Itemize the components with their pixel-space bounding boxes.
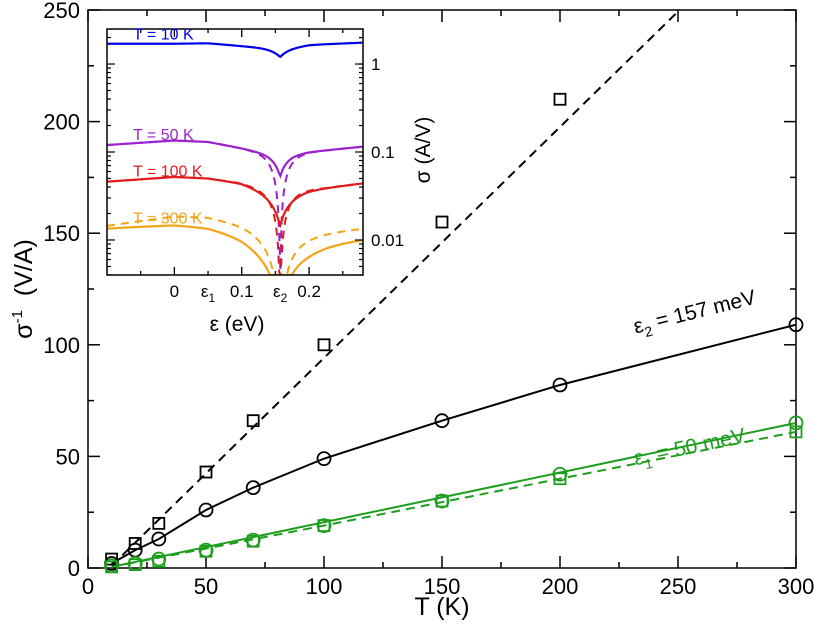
data-point-square — [152, 554, 166, 568]
data-point-circle — [552, 377, 568, 393]
annotation-sub: 2 — [643, 323, 655, 340]
data-point-circle — [151, 531, 167, 547]
data-point-square — [152, 516, 166, 530]
data-point-circle — [788, 415, 804, 431]
data-point-circle — [552, 466, 568, 482]
data-point-circle — [316, 518, 332, 533]
inset-series-group — [107, 41, 363, 275]
data-point-square — [105, 560, 118, 574]
data-point-circle — [434, 493, 450, 509]
inset-x-tick-base: 0.1 — [230, 282, 254, 301]
main-x-axis-label: T (K) — [414, 593, 469, 621]
inset-x-tick-label: ε1 — [201, 282, 216, 305]
inset-y-axis-label-wrap: σ (A/V) — [412, 117, 435, 184]
x-tick-label: 0 — [82, 574, 94, 599]
data-point-square — [553, 92, 567, 106]
series-line-2 — [111, 421, 796, 568]
data-point-square — [246, 414, 260, 428]
inset-legend-label-3: T = 300 K — [133, 211, 203, 228]
inset-curve-solid-1 — [107, 139, 363, 179]
inset-curve-solid-3 — [107, 224, 363, 275]
x-tick-label: 150 — [424, 574, 461, 599]
x-tick-label: 100 — [306, 574, 343, 599]
data-point-circle — [245, 480, 261, 496]
x-tick-label: 300 — [778, 574, 814, 599]
main-axis-ticks — [87, 9, 797, 569]
y-tick-label: 150 — [43, 221, 80, 246]
y-tick-label: 200 — [43, 110, 80, 135]
y-tick-label: 50 — [56, 444, 80, 469]
svg-text:σ-1(V/A): σ-1 (V/A) — [9, 239, 38, 339]
series-line-3 — [111, 430, 796, 568]
data-point-circle — [434, 413, 450, 429]
inset-legend-label-0: T = 10 K — [133, 27, 194, 44]
data-point-circle — [316, 451, 332, 467]
inset-x-tick-base: 0.2 — [297, 282, 321, 301]
series-line-1 — [111, 323, 796, 565]
inset-x-tick-sub: 1 — [209, 291, 216, 305]
inset-x-axis-label: ε (eV) — [210, 313, 265, 336]
inset-y-tick-label: 0.01 — [371, 231, 404, 250]
y-label-sup: -1 — [9, 310, 26, 323]
main-tick-labels: 0 50 100 150 200 250 300 0 50 100 150 200 250 — [43, 0, 814, 599]
data-point-circle — [198, 502, 214, 518]
y-label-unit: (V/A) — [10, 239, 38, 296]
inset-y-tick-label: 1 — [371, 55, 380, 74]
y-tick-label: 0 — [68, 556, 80, 581]
y-tick-label: 250 — [43, 0, 80, 23]
data-point-square — [553, 472, 567, 486]
inset-legend: T = 10 K T = 50 K T = 100 K T = 300 K — [133, 27, 203, 228]
inset-axis-ticks — [107, 29, 363, 276]
data-point-square — [199, 544, 213, 558]
y-tick-label: 100 — [43, 333, 80, 358]
main-y-axis-label: σ-1 (V/A) — [9, 239, 38, 339]
data-point-square — [317, 338, 331, 352]
data-point-square — [246, 534, 260, 548]
inset-tick-labels: 0 ε1 0.1 ε2 0.210.10.01 — [170, 55, 404, 305]
inset-x-tick-base: ε — [273, 282, 281, 301]
inset-x-tick-sub: 2 — [281, 291, 288, 305]
inset-x-tick-base: 0 — [170, 282, 179, 301]
series-line-0 — [110, 10, 682, 567]
inset-x-tick-label: 0.2 — [297, 282, 321, 301]
data-point-square — [199, 465, 213, 479]
annotation-base: ε — [632, 446, 646, 470]
data-point-square — [435, 215, 449, 229]
y-label-base: σ — [10, 323, 38, 339]
inset-x-tick-label: 0.1 — [230, 282, 254, 301]
inset-curve-solid-2 — [107, 175, 363, 229]
data-point-circle — [151, 551, 167, 567]
inset-legend-label-2: T = 100 K — [133, 164, 203, 181]
inset-y-axis-label: σ (A/V) — [412, 117, 435, 184]
data-point-square — [317, 519, 331, 532]
inset-x-tick-base: ε — [201, 282, 209, 301]
main-series-group — [104, 10, 804, 574]
inset-y-tick-label: 0.1 — [371, 143, 395, 162]
data-point-circle — [788, 317, 804, 333]
data-point-square — [789, 425, 803, 439]
inset-x-tick-label: ε2 — [273, 282, 288, 305]
annotation-sub: 1 — [643, 455, 654, 472]
data-point-square — [128, 558, 142, 572]
x-tick-label: 50 — [194, 574, 218, 599]
inset-curve-dashed-3 — [107, 215, 363, 275]
data-point-square — [435, 494, 449, 508]
inset-legend-label-1: T = 50 K — [133, 127, 194, 144]
x-tick-label: 200 — [542, 574, 579, 599]
inset-x-tick-label: 0 — [170, 282, 179, 301]
data-point-square — [128, 537, 142, 550]
x-tick-label: 250 — [660, 574, 697, 599]
inset-curve-solid-0 — [107, 41, 363, 59]
